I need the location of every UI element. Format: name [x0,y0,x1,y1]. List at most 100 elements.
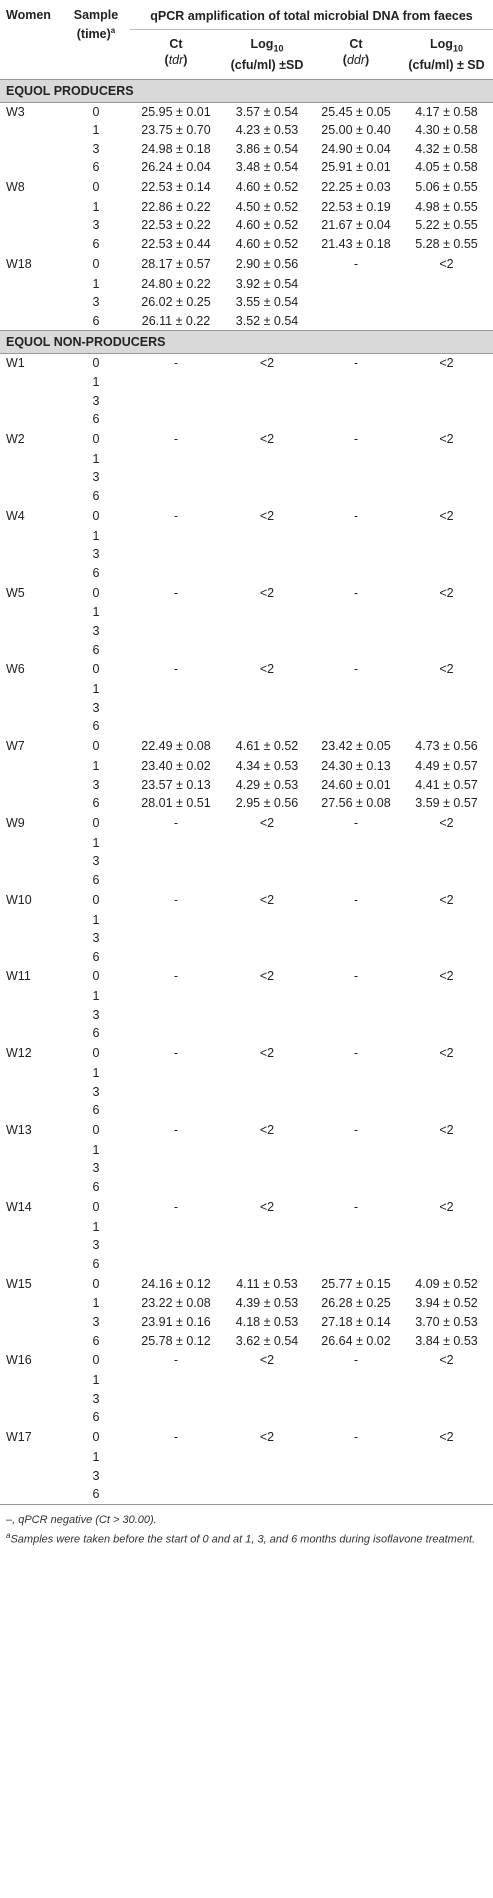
subject-id [0,622,62,641]
log-tdr-value: 2.90 ± 0.56 [235,256,299,271]
sample-time: 1 [92,199,100,214]
log-tdr-value: 2.95 ± 0.56 [235,796,299,811]
sample-time: 1 [92,451,100,466]
log-tdr-value [222,929,312,948]
ct-tdr-value [130,1101,222,1120]
ct-tdr-value [130,1218,222,1237]
ct-ddr-value: 25.45 ± 0.05 [321,104,391,119]
table-body: EQUOL PRODUCERS W3 0 25.95 ± 0.01 3.57 ± 0.5… [0,78,493,1505]
ct-ddr-value [312,392,400,411]
log-ddr-value [400,948,493,967]
table-row: W15 0 24.16 ± 0.12 4.11 ± 0.53 25.77 ± 0.15 4… [0,1273,493,1294]
ct-ddr-value [312,564,400,583]
log-tdr-value [222,410,312,429]
sample-time: 3 [92,1391,100,1406]
log-tdr-value: 4.23 ± 0.53 [235,123,299,138]
subject-id [0,1485,62,1504]
ct-tdr-value [130,527,222,546]
sample-time: 6 [92,1103,100,1118]
table-row: W14 0 - <2 - <2 [0,1197,493,1218]
ct-ddr-value: 21.43 ± 0.18 [321,237,391,252]
ct-tdr-value [130,1408,222,1427]
log-tdr-value [222,1485,312,1504]
ct-tdr-value: - [173,432,179,447]
sample-time: 0 [92,892,100,907]
sample-time: 3 [92,700,100,715]
log-ddr-value [400,545,493,564]
log-tdr-value [222,1408,312,1427]
subject-id [0,1371,62,1390]
log-tdr-value: <2 [259,1199,275,1214]
log-ddr-value [400,622,493,641]
table-row: W10 0 - <2 - <2 [0,890,493,911]
log-tdr-value: 4.11 ± 0.53 [236,1276,298,1291]
log-tdr-value: <2 [259,815,275,830]
ct-ddr-value [312,1024,400,1043]
table-row: 6 [0,1255,493,1274]
log-ddr-value [400,1064,493,1083]
table-row: W2 0 - <2 - <2 [0,429,493,450]
qpcr-table: Women Sample (time)a qPCR amplification o… [0,0,493,1505]
table-row: W9 0 - <2 - <2 [0,813,493,834]
section-title: EQUOL PRODUCERS [0,78,493,103]
ct-tdr-value [130,564,222,583]
subject-id: W10 [6,892,32,907]
sample-time: 3 [92,1084,100,1099]
log-ddr-value: 3.70 ± 0.53 [415,1315,478,1329]
ct-ddr-value: - [353,1430,359,1445]
ct-ddr-value [312,1467,400,1486]
log-ddr-value: <2 [439,969,454,984]
log-ddr-value: 4.05 ± 0.58 [415,160,478,175]
log-tdr-value [222,1178,312,1197]
subject-id [0,1255,62,1274]
subject-id [0,1448,62,1467]
log-ddr-value [400,717,493,736]
log-tdr-value [222,834,312,853]
header-women: Women [6,8,51,22]
table-row: 6 25.78 ± 0.12 3.62 ± 0.54 26.64 ± 0.02 3.84… [0,1332,493,1351]
ct-ddr-value: - [353,356,359,371]
log-tdr-value: 3.57 ± 0.54 [235,104,299,119]
ct-tdr-value: 23.75 ± 0.70 [141,123,211,138]
ct-ddr-value [312,450,400,469]
ct-ddr-value [312,1408,400,1427]
subject-id: W14 [6,1199,32,1214]
footnote-dash: –, qPCR negative (Ct > 30.00). [6,1513,157,1526]
subject-id [0,1083,62,1102]
sample-time: 1 [92,1219,100,1234]
subject-id [0,158,62,177]
subject-id [0,450,62,469]
header-qpcr-span: qPCR amplification of total microbial DN… [130,0,493,30]
ct-tdr-value: - [173,815,179,830]
log-ddr-value [400,1467,493,1486]
log-tdr-value: 3.62 ± 0.54 [235,1333,299,1348]
ct-tdr-value: 24.16 ± 0.12 [141,1276,211,1291]
log-tdr-value: <2 [259,1123,275,1138]
section-title: EQUOL NON-PRODUCERS [0,330,493,355]
ct-tdr-value [130,1141,222,1160]
table-row: W6 0 - <2 - <2 [0,659,493,680]
log-ddr-value [400,1255,493,1274]
table-row: 6 [0,1024,493,1043]
ct-tdr-value: - [173,662,179,677]
subject-id: W9 [6,815,25,830]
log-ddr-value [400,852,493,871]
ct-tdr-value [130,641,222,660]
ct-ddr-value [312,275,400,294]
log-ddr-value: <2 [439,892,454,907]
log-tdr-value [222,1448,312,1467]
subject-id [0,1006,62,1025]
table-row: 3 [0,1159,493,1178]
log-ddr-value [400,1408,493,1427]
table-row: 3 26.02 ± 0.25 3.55 ± 0.54 [0,293,493,312]
ct-ddr-value: 25.91 ± 0.01 [321,160,391,175]
log-ddr-value: 3.94 ± 0.52 [415,1296,478,1311]
log-tdr-value [222,1390,312,1409]
log-ddr-value: 5.28 ± 0.55 [415,237,478,252]
ct-tdr-value: - [173,1123,179,1138]
table-row: W11 0 - <2 - <2 [0,966,493,987]
table-row: 6 [0,1178,493,1197]
subject-id [0,699,62,718]
log-tdr-value [222,871,312,890]
subject-id [0,1159,62,1178]
